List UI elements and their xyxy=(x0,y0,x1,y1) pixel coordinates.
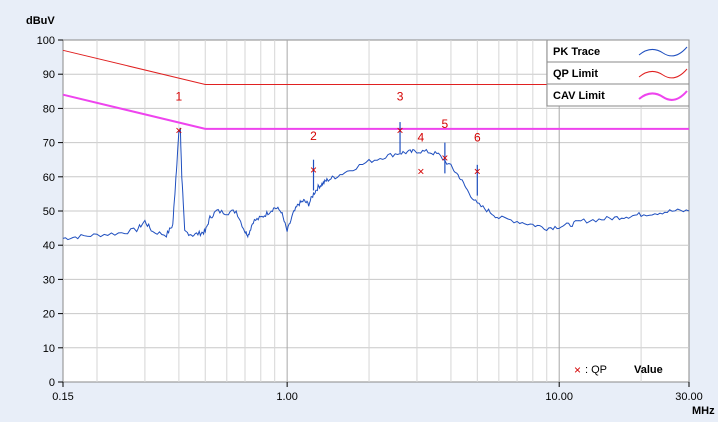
grid-lines xyxy=(63,40,689,382)
y-axis-ticks: 0 10 20 30 40 50 60 70 80 90 100 xyxy=(37,35,63,389)
y-tick-label: 0 xyxy=(49,377,55,389)
y-tick-label: 60 xyxy=(43,172,55,184)
qp-marker-5: × xyxy=(441,151,448,165)
qp-marker-2: × xyxy=(310,163,317,177)
legend-swatch-pk-trace xyxy=(638,46,688,57)
legend-swatch-qp-limit xyxy=(638,68,688,79)
x-tick-label: 0.15 xyxy=(52,391,73,403)
y-tick-label: 20 xyxy=(43,309,55,321)
x-tick-label: 1.00 xyxy=(276,391,297,403)
marker-note: × : QP Value xyxy=(574,363,663,377)
pk-trace-line xyxy=(62,127,690,241)
legend: PK Trace QP Limit CAV Limit xyxy=(546,39,690,107)
qp-marker-label-2: 2 xyxy=(310,129,317,143)
y-tick-label: 10 xyxy=(43,343,55,355)
y-tick-label: 80 xyxy=(43,103,55,115)
cav-limit-line xyxy=(62,93,689,130)
legend-label: PK Trace xyxy=(553,46,600,58)
x-axis-ticks: 0.15 1.00 10.00 30.00 xyxy=(52,382,703,403)
legend-label: QP Limit xyxy=(553,68,598,80)
y-tick-label: 40 xyxy=(43,240,55,252)
qp-marker-label-3: 3 xyxy=(397,90,404,104)
qp-symbol: × xyxy=(574,363,581,377)
y-tick-label: 50 xyxy=(43,206,55,218)
y-tick-label: 70 xyxy=(43,138,55,150)
qp-marker-3: × xyxy=(397,124,404,138)
x-tick-label: 30.00 xyxy=(675,391,703,403)
qp-marker-4: × xyxy=(417,165,424,179)
qp-marker-label-1: 1 xyxy=(176,90,183,104)
qp-markers: × 1 × 2 × 3 × 4 × 5 × 6 xyxy=(175,90,481,179)
y-tick-label: 100 xyxy=(37,35,55,47)
y-tick-label: 90 xyxy=(43,69,55,81)
qp-marker-1: × xyxy=(175,124,182,138)
qp-note-text: : QP xyxy=(585,364,607,376)
qp-marker-label-5: 5 xyxy=(442,117,449,131)
x-tick-label: 10.00 xyxy=(545,391,573,403)
legend-swatch-cav-limit xyxy=(638,90,688,101)
qp-marker-label-4: 4 xyxy=(417,131,424,145)
legend-label: CAV Limit xyxy=(553,90,605,102)
y-tick-label: 30 xyxy=(43,274,55,286)
x-axis-title: MHz xyxy=(692,405,715,417)
qp-marker-label-6: 6 xyxy=(474,131,481,145)
y-axis-title: dBuV xyxy=(26,15,55,27)
value-label: Value xyxy=(634,364,663,376)
qp-marker-6: × xyxy=(474,165,481,179)
legend-box xyxy=(546,39,690,107)
